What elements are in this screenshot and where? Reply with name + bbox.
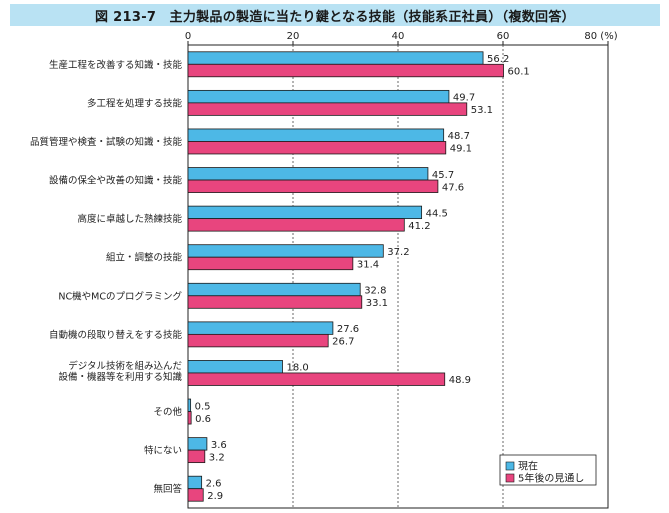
data-label: 49.7 bbox=[453, 93, 475, 104]
data-label: 33.1 bbox=[366, 298, 388, 309]
bar-future bbox=[187, 411, 192, 425]
bar-future bbox=[187, 218, 405, 232]
data-label: 60.1 bbox=[508, 67, 530, 78]
bar-current bbox=[187, 475, 203, 490]
data-label: 49.1 bbox=[450, 144, 472, 155]
data-label: 45.7 bbox=[432, 170, 454, 181]
bar-future bbox=[187, 141, 447, 155]
category-label: 多工程を処理する技能 bbox=[87, 97, 183, 109]
category-label: NC機やMCのプログラミング bbox=[58, 290, 182, 302]
category-label: 品質管理や検査・試験の知識・技能 bbox=[30, 136, 183, 148]
category-label: 組立・調整の技能 bbox=[106, 252, 183, 264]
category-label: その他 bbox=[153, 406, 182, 418]
category-label: 特にない bbox=[144, 445, 182, 457]
category-label: 生産工程を改善する知識・技能 bbox=[49, 59, 183, 71]
legend-box bbox=[499, 454, 597, 486]
bar-future bbox=[187, 179, 439, 193]
bar-current bbox=[187, 282, 361, 297]
data-label: 2.6 bbox=[206, 478, 222, 489]
legend-label: 現在 bbox=[518, 461, 538, 473]
data-label: 0.6 bbox=[195, 414, 211, 425]
bar-current bbox=[187, 51, 484, 65]
x-tick-label: 40 bbox=[392, 31, 405, 42]
chart-title: 図 213-7 主力製品の製造に当たり鍵となる技能（技能系正社員）（複数回答） bbox=[95, 9, 575, 25]
legend-swatch-current bbox=[505, 461, 515, 471]
x-tick-label: 60 bbox=[497, 31, 510, 42]
bar-future bbox=[187, 449, 206, 464]
bar-current bbox=[187, 128, 445, 142]
category-label: デジタル技術を組み込んだ bbox=[68, 360, 182, 372]
data-label: 31.4 bbox=[357, 259, 379, 270]
bar-current bbox=[187, 244, 384, 258]
data-label: 18.0 bbox=[287, 363, 309, 374]
data-label: 32.8 bbox=[364, 286, 386, 297]
category-label: 設備の保全や改善の知識・技能 bbox=[49, 175, 183, 187]
data-label: 3.2 bbox=[209, 452, 225, 463]
data-label: 56.2 bbox=[487, 54, 509, 65]
bar-current bbox=[187, 321, 334, 335]
category-label: 高度に卓越した熟練技能 bbox=[77, 213, 182, 225]
bar-future bbox=[187, 63, 504, 78]
x-tick-label: 0 bbox=[185, 31, 191, 42]
chart-title-bar: 図 213-7 主力製品の製造に当たり鍵となる技能（技能系正社員）（複数回答） bbox=[10, 4, 660, 26]
data-label: 3.6 bbox=[211, 440, 227, 451]
x-tick-label: 20 bbox=[287, 31, 300, 42]
legend-swatch-future bbox=[505, 473, 515, 483]
data-label: 2.9 bbox=[207, 491, 223, 502]
category-label: 無回答 bbox=[153, 483, 182, 495]
bar-future bbox=[187, 295, 363, 309]
bar-current bbox=[187, 398, 192, 412]
bar-current bbox=[187, 437, 208, 451]
data-label: 0.5 bbox=[195, 401, 211, 412]
data-label: 48.7 bbox=[448, 131, 470, 142]
data-label: 27.6 bbox=[337, 324, 359, 335]
data-label: 26.7 bbox=[332, 337, 354, 348]
data-label: 37.2 bbox=[387, 247, 409, 258]
data-label: 41.2 bbox=[408, 221, 430, 232]
bar-current bbox=[187, 205, 423, 220]
bar-current bbox=[187, 89, 450, 104]
category-label: 自動機の段取り替えをする技能 bbox=[49, 329, 183, 341]
bar-future bbox=[187, 102, 468, 116]
category-label: 設備・機器等を利用する知識 bbox=[58, 371, 182, 383]
bar-future bbox=[187, 333, 329, 348]
bar-future bbox=[187, 372, 446, 386]
x-tick-label: 80 (%) bbox=[584, 31, 617, 42]
data-label: 47.6 bbox=[442, 182, 464, 193]
bar-future bbox=[187, 488, 204, 502]
data-label: 53.1 bbox=[471, 105, 493, 116]
legend-label: 5年後の見通し bbox=[518, 472, 584, 485]
bar-current bbox=[187, 167, 429, 181]
data-label: 44.5 bbox=[426, 208, 448, 219]
data-label: 48.9 bbox=[449, 375, 471, 386]
bar-current bbox=[187, 360, 283, 374]
bar-future bbox=[187, 256, 354, 271]
